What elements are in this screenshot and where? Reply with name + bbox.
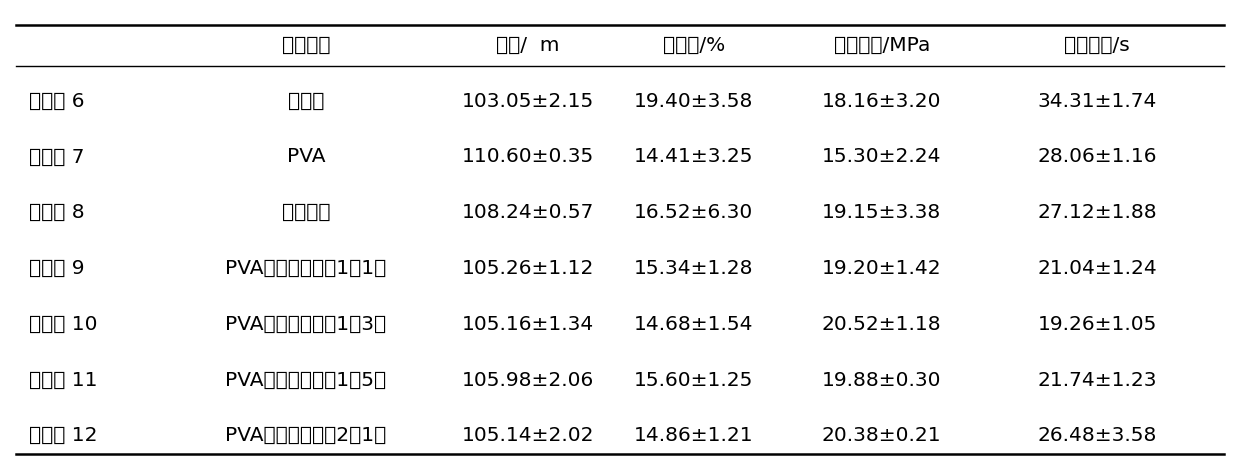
- Text: 伸长率/%: 伸长率/%: [662, 36, 725, 55]
- Text: 15.30±2.24: 15.30±2.24: [822, 148, 941, 166]
- Text: 20.38±0.21: 20.38±0.21: [822, 426, 941, 446]
- Text: 19.26±1.05: 19.26±1.05: [1038, 315, 1157, 334]
- Text: 14.86±1.21: 14.86±1.21: [634, 426, 754, 446]
- Text: 16.52±6.30: 16.52±6.30: [635, 203, 754, 222]
- Text: 18.16±3.20: 18.16±3.20: [822, 92, 941, 110]
- Text: 实施例 9: 实施例 9: [29, 259, 84, 278]
- Text: 崩解时间/s: 崩解时间/s: [1064, 36, 1130, 55]
- Text: 19.15±3.38: 19.15±3.38: [822, 203, 941, 222]
- Text: 实施例 11: 实施例 11: [29, 370, 97, 390]
- Text: 实施例 10: 实施例 10: [29, 315, 97, 334]
- Text: 19.88±0.30: 19.88±0.30: [822, 370, 941, 390]
- Text: PVA：麦芙糊精（2：1）: PVA：麦芙糊精（2：1）: [226, 426, 387, 446]
- Text: 105.98±2.06: 105.98±2.06: [461, 370, 594, 390]
- Text: 15.60±1.25: 15.60±1.25: [634, 370, 754, 390]
- Text: 108.24±0.57: 108.24±0.57: [461, 203, 594, 222]
- Text: 105.16±1.34: 105.16±1.34: [461, 315, 594, 334]
- Text: 实施例 6: 实施例 6: [29, 92, 84, 110]
- Text: 实施例 7: 实施例 7: [29, 148, 84, 166]
- Text: 壳聚糖: 壳聚糖: [288, 92, 324, 110]
- Text: 105.14±2.02: 105.14±2.02: [461, 426, 594, 446]
- Text: 成膜材料: 成膜材料: [281, 36, 330, 55]
- Text: 34.31±1.74: 34.31±1.74: [1038, 92, 1157, 110]
- Text: PVA: PVA: [286, 148, 325, 166]
- Text: 实施例 12: 实施例 12: [29, 426, 97, 446]
- Text: 28.06±1.16: 28.06±1.16: [1038, 148, 1157, 166]
- Text: 110.60±0.35: 110.60±0.35: [461, 148, 594, 166]
- Text: 21.04±1.24: 21.04±1.24: [1038, 259, 1157, 278]
- Text: 15.34±1.28: 15.34±1.28: [634, 259, 754, 278]
- Text: 26.48±3.58: 26.48±3.58: [1038, 426, 1157, 446]
- Text: PVA：麦芙糊精（1：5）: PVA：麦芙糊精（1：5）: [226, 370, 387, 390]
- Text: 厚度/  m: 厚度/ m: [496, 36, 559, 55]
- Text: 14.68±1.54: 14.68±1.54: [634, 315, 754, 334]
- Text: 实施例 8: 实施例 8: [29, 203, 84, 222]
- Text: 抗张强度/MPa: 抗张强度/MPa: [833, 36, 930, 55]
- Text: 麦芙糊精: 麦芙糊精: [281, 203, 330, 222]
- Text: 14.41±3.25: 14.41±3.25: [634, 148, 754, 166]
- Text: 19.40±3.58: 19.40±3.58: [634, 92, 754, 110]
- Text: PVA：麦芙糊精（1：3）: PVA：麦芙糊精（1：3）: [226, 315, 387, 334]
- Text: 27.12±1.88: 27.12±1.88: [1038, 203, 1157, 222]
- Text: PVA：麦芙糊精（1：1）: PVA：麦芙糊精（1：1）: [226, 259, 387, 278]
- Text: 21.74±1.23: 21.74±1.23: [1038, 370, 1157, 390]
- Text: 105.26±1.12: 105.26±1.12: [461, 259, 594, 278]
- Text: 20.52±1.18: 20.52±1.18: [822, 315, 941, 334]
- Text: 19.20±1.42: 19.20±1.42: [822, 259, 941, 278]
- Text: 103.05±2.15: 103.05±2.15: [461, 92, 594, 110]
